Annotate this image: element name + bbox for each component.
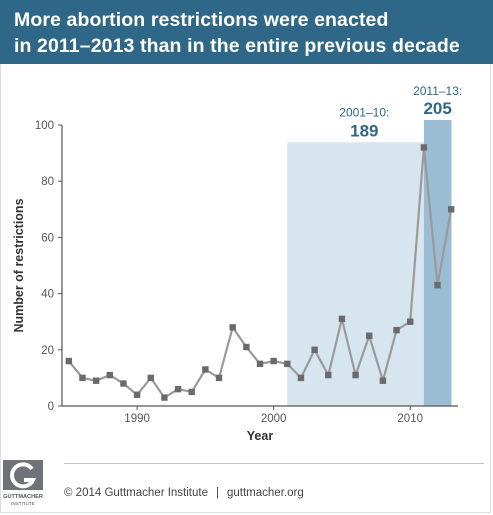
y-tick-label: 20 [41,345,54,357]
y-tick-label: 100 [35,120,54,132]
annotation-2001-10-value: 189 [350,121,378,140]
footer-separator: | [216,487,219,499]
data-point [174,385,182,393]
data-point [161,394,168,401]
logo-text-line-2: INSTITUTE [11,501,35,506]
data-point [311,346,318,353]
band-2011-13 [423,120,452,406]
x-tick-label: 2010 [397,413,423,425]
y-axis-title: Number of restrictions [12,198,26,332]
data-point [92,377,100,384]
title-banner: More abortion restrictions were enacted … [0,0,493,64]
annotation-2001-10-label: 2001–10: [339,105,389,119]
annotation-2011-13-value: 205 [423,99,451,118]
data-point [229,324,236,331]
data-point [352,371,359,379]
x-tick-label: 1990 [124,413,150,425]
data-point [407,318,414,325]
data-point [215,374,223,382]
data-point [256,360,264,368]
data-point [379,377,387,384]
data-point [133,391,141,398]
logo-text-line-1: GUTTMACHER [3,494,43,500]
data-point [202,366,209,373]
data-point [447,206,455,213]
x-axis-title: Year [247,429,274,443]
data-point [65,357,73,365]
series-line [65,144,455,401]
data-point [338,315,346,323]
annotations: 2001–10: 189 2011–13:205 [339,84,462,140]
data-point [147,374,154,382]
y-tick-label: 40 [41,289,54,301]
annotation-2011-13-label: 2011–13: [413,84,462,98]
data-point [420,144,428,151]
y-tick-label: 60 [41,232,54,244]
guttmacher-logo: GUTTMACHER INSTITUTE [3,460,43,506]
footer-credit: © 2014 Guttmacher Institute | guttmacher.o… [64,487,304,499]
data-point [243,343,250,351]
data-point [284,360,291,368]
data-point [188,388,195,396]
chart-title-line-2: in 2011–2013 than in the entire previous… [14,35,460,57]
website-link[interactable]: guttmacher.org [227,487,304,499]
highlight-bands [287,120,452,406]
data-point [325,371,332,379]
band-2001-10 [287,142,424,406]
data-point [270,357,277,365]
footer-divider [64,463,484,464]
data-point [366,332,373,339]
x-tick-label: 2000 [261,413,287,425]
y-tick-label: 0 [48,401,54,413]
axes: 0 20 40 60 80 100 1990 2000 2010 Number of restri… [12,120,458,443]
chart: 0 20 40 60 80 100 1990 2000 2010 Number of restri… [12,84,462,443]
data-point [393,326,400,334]
copyright-text: © 2014 Guttmacher Institute [64,487,208,499]
data-point [106,371,113,379]
data-point [434,281,441,289]
data-point [79,374,86,382]
data-point [120,380,127,387]
chart-title-line-1: More abortion restrictions were enacted [14,9,389,31]
y-tick-label: 80 [41,176,54,188]
data-point [297,374,305,382]
